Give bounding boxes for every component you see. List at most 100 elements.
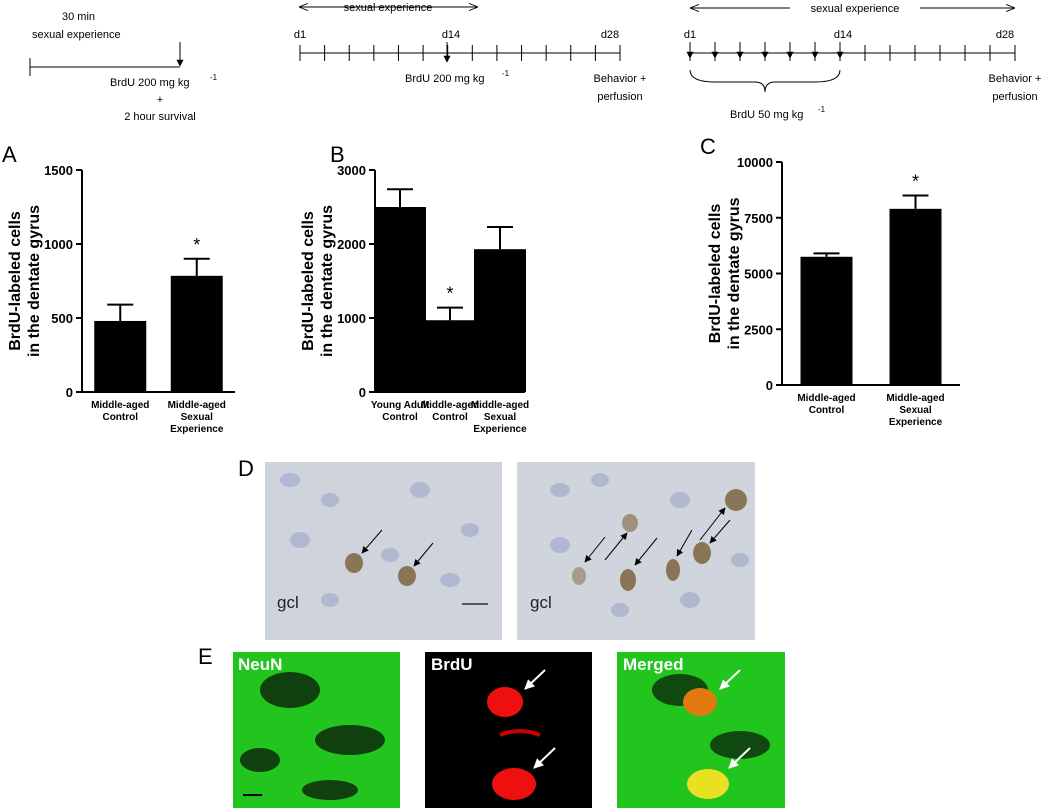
labeled-cells: [345, 489, 747, 591]
nuclei: [280, 473, 749, 617]
day-label: d28: [996, 29, 1014, 41]
panel-label: A: [2, 142, 17, 167]
x-tick-label: Control: [382, 412, 418, 423]
significance-marker: *: [446, 284, 453, 304]
y-axis-label: in the dentate gyrus: [26, 205, 43, 357]
error-bar: [813, 252, 840, 257]
panel-label: D: [238, 456, 254, 481]
error-bar: [107, 303, 134, 321]
y-tick-label: 7500: [744, 211, 773, 226]
x-tick-label: Control: [432, 412, 468, 423]
day-label: d28: [601, 29, 619, 41]
y-axis-label: BrdU-labeled cells: [300, 211, 317, 351]
timeline-sup: -1: [818, 105, 826, 114]
region-label: gcl: [530, 593, 552, 612]
y-tick-label: 1000: [337, 311, 366, 326]
bar: [374, 207, 426, 392]
timeline-text: Behavior +: [594, 73, 647, 85]
pointer-arrows: [361, 507, 731, 567]
bar: [800, 256, 853, 385]
error-bar: [487, 225, 513, 250]
bar: [170, 275, 223, 392]
stain-label: Merged: [623, 655, 683, 674]
timeline-text: sexual experience: [811, 3, 900, 15]
x-tick-label: Middle-aged: [421, 400, 479, 411]
y-axis-label: in the dentate gyrus: [726, 197, 743, 349]
day-label: d1: [684, 29, 696, 41]
x-tick-label: Middle-aged: [797, 393, 855, 404]
bar: [889, 208, 942, 385]
timeline-text: Behavior +: [989, 73, 1042, 85]
region-label: gcl: [277, 593, 299, 612]
y-tick-label: 5000: [744, 267, 773, 282]
x-tick-label: Experience: [170, 424, 224, 435]
x-tick-label: Control: [809, 405, 845, 416]
y-axis-label: in the dentate gyrus: [319, 205, 336, 357]
day-label: d14: [442, 29, 460, 41]
brace: [689, 69, 841, 93]
stain-label: BrdU: [431, 655, 473, 674]
error-bar: [387, 188, 413, 207]
panel-label: B: [330, 142, 345, 167]
timeline-2: sexual experience d1 d14 d28 BrdU 200 mg…: [294, 2, 647, 103]
y-tick-label: 10000: [737, 155, 773, 170]
significance-marker: *: [193, 235, 200, 255]
x-tick-label: Middle-aged: [886, 393, 944, 404]
timeline-1: 30 min sexual experience BrdU 200 mg kg …: [29, 11, 218, 123]
day-label: d14: [834, 29, 852, 41]
span-gap: [790, 1, 920, 15]
timeline-text: BrdU 50 mg kg: [730, 109, 803, 121]
error-bar: [183, 257, 210, 276]
x-tick-label: Middle-aged: [471, 400, 529, 411]
bar: [94, 320, 147, 392]
bar: [474, 249, 526, 392]
timeline-text: sexual experience: [344, 2, 433, 14]
y-tick-label: 0: [359, 385, 366, 400]
y-tick-label: 1000: [44, 237, 73, 252]
x-tick-label: Young Adult: [371, 400, 430, 411]
day-label: d1: [294, 29, 306, 41]
timeline-text: perfusion: [992, 91, 1037, 103]
timeline-text: BrdU 200 mg kg: [110, 77, 189, 89]
y-tick-label: 2000: [337, 237, 366, 252]
y-tick-label: 0: [766, 378, 773, 393]
timeline-text: BrdU 200 mg kg: [405, 73, 484, 85]
timeline-sup: -1: [502, 69, 510, 78]
timeline-text: 2 hour survival: [124, 111, 196, 123]
y-tick-label: 0: [66, 385, 73, 400]
x-tick-label: Sexual: [899, 405, 931, 416]
stain-label: NeuN: [238, 655, 282, 674]
x-tick-label: Experience: [473, 424, 527, 435]
error-bar: [437, 306, 463, 321]
x-tick-label: Middle-aged: [91, 400, 149, 411]
timeline-3: sexual experience d1 d14 d28 BrdU 50 mg …: [684, 1, 1042, 121]
timeline-text: perfusion: [597, 91, 642, 103]
significance-marker: *: [912, 171, 919, 191]
timeline-text: +: [157, 94, 163, 106]
x-tick-label: Middle-aged: [168, 400, 226, 411]
x-tick-label: Experience: [889, 417, 943, 428]
y-tick-label: 500: [51, 311, 73, 326]
y-axis-label: BrdU-labeled cells: [707, 204, 724, 344]
panel-label: E: [198, 644, 213, 669]
y-axis-label: BrdU-labeled cells: [7, 211, 24, 351]
brdu-cells: [487, 687, 541, 800]
merged-cells: [652, 674, 770, 799]
x-tick-label: Sexual: [484, 412, 516, 423]
timeline-sup: -1: [210, 73, 218, 82]
timeline-text: 30 min: [62, 11, 95, 23]
dark-areas: [240, 672, 385, 800]
micrographs-d: D gcl gcl: [238, 456, 755, 640]
x-tick-label: Sexual: [181, 412, 213, 423]
y-tick-label: 1500: [44, 163, 73, 178]
y-tick-label: 3000: [337, 163, 366, 178]
error-bar: [902, 194, 929, 209]
pointer-arrows: [524, 669, 751, 769]
x-tick-label: Control: [102, 412, 138, 423]
micrographs-e: E NeuN BrdU Merged: [198, 644, 785, 808]
timeline-text: sexual experience: [32, 29, 121, 41]
bar: [424, 320, 476, 392]
panel-label: C: [700, 134, 716, 159]
y-tick-label: 2500: [744, 322, 773, 337]
